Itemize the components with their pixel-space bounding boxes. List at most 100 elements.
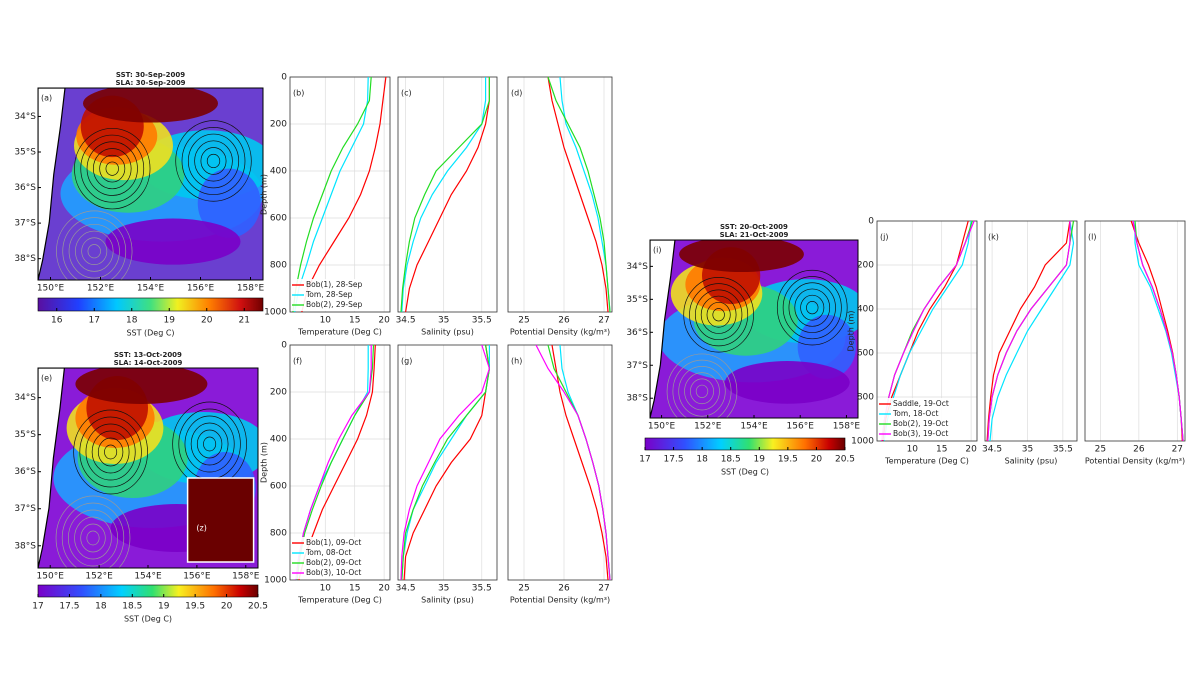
y-tick-label: 0 — [281, 341, 287, 351]
plot-frame — [397, 76, 498, 313]
y-tick-label: 1000 — [851, 437, 874, 447]
x-tick-label: 10 — [320, 584, 332, 594]
sla-contour — [203, 436, 217, 452]
colorbar-tick-label: 20.5 — [835, 455, 855, 465]
sla-contour — [68, 509, 118, 567]
sla-contour — [74, 127, 151, 210]
plot-area — [290, 77, 390, 312]
panel-label: (e) — [41, 374, 52, 383]
y-tick-label: 200 — [270, 120, 287, 130]
y-tick-label: 38°S — [14, 254, 36, 264]
plot-area — [508, 345, 612, 580]
x-tick-label: 20 — [378, 316, 390, 326]
y-tick-label: 38°S — [626, 394, 648, 404]
x-tick-label: 25 — [518, 316, 529, 326]
sst-patch — [679, 240, 804, 273]
colorbar-tick-label: 17 — [639, 455, 650, 465]
panel-label: (d) — [511, 89, 522, 98]
sla-contour — [788, 282, 836, 333]
x-tick-label: 35 — [1022, 445, 1033, 455]
profile-line — [547, 76, 609, 313]
sla-contour — [104, 444, 118, 460]
y-tick-label: 600 — [857, 349, 874, 359]
x-tick-label: 34.5 — [396, 584, 416, 594]
legend-label: Tom, 08-Oct — [305, 548, 351, 557]
sla-contour — [85, 423, 136, 481]
plot-frame — [289, 76, 391, 313]
y-axis-label: Depth (m) — [260, 442, 269, 483]
y-tick-label: 800 — [857, 393, 874, 403]
y-tick-label: 35°S — [14, 148, 36, 158]
x-tick-label: 35 — [438, 316, 449, 326]
colorbar-label: SST (Deg C) — [126, 329, 174, 338]
y-tick-label: 400 — [270, 167, 287, 177]
plot-frame — [289, 344, 391, 581]
panel-label: (f) — [293, 357, 302, 366]
x-axis-label: Temperature (Deg C) — [884, 457, 969, 466]
x-tick-label: 27 — [598, 316, 609, 326]
sla-contour — [689, 283, 749, 347]
x-tick-label: 156°E — [187, 284, 215, 294]
sla-contour — [181, 127, 246, 195]
y-tick-label: 37°S — [14, 504, 36, 514]
y-tick-label: 34°S — [14, 393, 36, 403]
panel-label: (l) — [1088, 233, 1096, 242]
x-tick-label: 152°E — [694, 422, 722, 432]
sla-contour — [712, 308, 725, 322]
colorbar-tick-label: 18 — [95, 602, 107, 612]
x-tick-label: 158°E — [237, 284, 265, 294]
sla-contour — [678, 366, 726, 417]
map-subtitle: SLA: 21-Oct-2009 — [720, 231, 789, 239]
map-title: SST: 30-Sep-2009 — [116, 71, 185, 79]
y-tick-label: 400 — [857, 305, 874, 315]
x-axis-label: Salinity (psu) — [421, 328, 474, 337]
sla-contour — [86, 530, 100, 546]
profile-line — [1132, 220, 1184, 442]
sla-contour — [800, 294, 825, 321]
profile-line — [292, 76, 372, 313]
sla-contour — [190, 422, 229, 466]
sla-contour — [206, 153, 221, 169]
y-tick-label: 800 — [270, 261, 287, 271]
x-tick-label: 152°E — [85, 572, 113, 582]
legend-label: Saddle, 19-Oct — [893, 399, 949, 408]
sla-contour — [694, 289, 743, 341]
y-tick-label: 200 — [270, 388, 287, 398]
plot-area — [1085, 221, 1185, 441]
plot-frame — [984, 220, 1078, 442]
colorbar-tick-label: 20 — [201, 316, 213, 326]
y-tick-label: 35°S — [626, 295, 648, 305]
colorbar-tick-label: 20 — [811, 455, 823, 465]
sla-contour — [700, 295, 737, 334]
x-tick-label: 15 — [349, 316, 360, 326]
x-tick-label: 35.5 — [1053, 445, 1073, 455]
x-axis-label: Salinity (psu) — [421, 596, 474, 605]
y-tick-label: 800 — [270, 529, 287, 539]
colorbar-label: SST (Deg C) — [721, 468, 769, 477]
sla-contour — [672, 359, 732, 418]
panel-label: (j) — [880, 233, 888, 242]
y-tick-label: 36°S — [626, 328, 648, 338]
inset-label: (z) — [196, 524, 206, 533]
profile-line — [400, 344, 491, 581]
sla-contour — [706, 301, 731, 328]
x-tick-label: 15 — [349, 584, 360, 594]
legend-box — [878, 398, 950, 440]
colorbar-tick-label: 16 — [51, 316, 63, 326]
y-tick-label: 36°S — [14, 467, 36, 477]
sla-contour — [73, 409, 148, 495]
colorbar-tick-label: 20 — [221, 602, 233, 612]
x-axis-label: Potential Density (kg/m³) — [510, 328, 610, 337]
panel-label: (b) — [293, 89, 304, 98]
map-title: SST: 13-Oct-2009 — [114, 351, 182, 359]
x-axis-label: Potential Density (kg/m³) — [1085, 457, 1185, 466]
profile-line — [535, 344, 611, 581]
sla-contour — [782, 276, 842, 340]
sla-contour — [695, 384, 709, 398]
colorbar-tick-label: 19 — [158, 602, 170, 612]
profile-line — [987, 221, 1071, 442]
x-tick-label: 20 — [965, 445, 977, 455]
sla-contour — [683, 277, 754, 353]
panel-label: (i) — [653, 246, 661, 255]
colorbar-tick-label: 19 — [164, 316, 176, 326]
